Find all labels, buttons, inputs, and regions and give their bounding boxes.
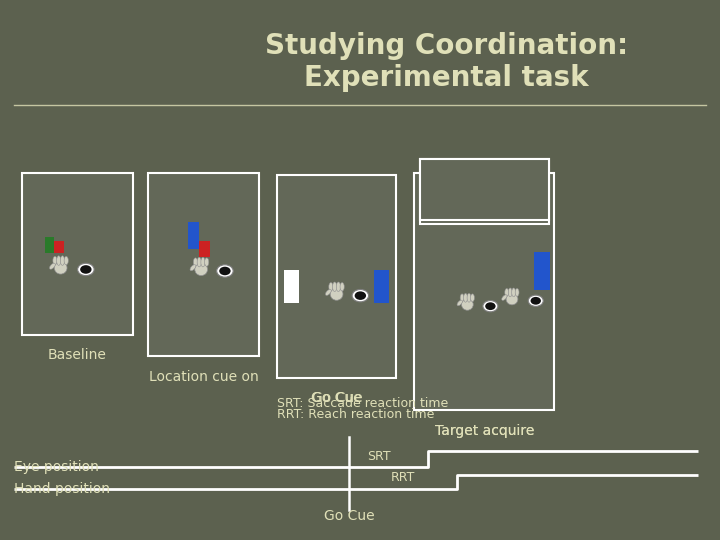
Ellipse shape [194, 258, 197, 266]
Bar [277, 176, 396, 378]
Bar [420, 159, 549, 220]
Ellipse shape [457, 300, 462, 306]
Text: Go Cue: Go Cue [324, 509, 374, 523]
Ellipse shape [78, 264, 94, 275]
Ellipse shape [64, 256, 68, 265]
Ellipse shape [464, 293, 467, 302]
Ellipse shape [201, 258, 205, 267]
Ellipse shape [471, 294, 474, 302]
Ellipse shape [340, 282, 344, 291]
Text: SRT: SRT [367, 450, 391, 463]
Ellipse shape [57, 256, 60, 265]
Bar [22, 173, 133, 335]
Ellipse shape [53, 256, 57, 265]
Ellipse shape [512, 288, 516, 297]
Bar [54, 241, 63, 253]
Ellipse shape [60, 256, 65, 265]
Bar [188, 222, 199, 249]
Ellipse shape [80, 265, 91, 274]
Ellipse shape [355, 292, 366, 300]
Ellipse shape [516, 288, 519, 296]
Ellipse shape [217, 265, 233, 277]
Bar [374, 270, 389, 302]
Text: Baseline: Baseline [48, 348, 107, 362]
Ellipse shape [219, 267, 230, 275]
Ellipse shape [352, 289, 369, 302]
Text: Go Cue: Go Cue [311, 392, 362, 406]
Ellipse shape [190, 265, 196, 271]
Ellipse shape [508, 288, 512, 297]
Text: RRT: RRT [391, 471, 415, 484]
Bar [284, 270, 299, 302]
Text: Target acquire: Target acquire [434, 424, 534, 438]
Ellipse shape [467, 293, 471, 302]
Ellipse shape [330, 288, 343, 300]
Ellipse shape [528, 295, 544, 306]
Bar [420, 159, 549, 224]
Ellipse shape [195, 263, 207, 275]
Ellipse shape [460, 294, 464, 302]
Bar [534, 252, 550, 290]
Ellipse shape [505, 288, 508, 296]
Bar [199, 241, 210, 258]
Ellipse shape [197, 258, 202, 267]
Bar [45, 237, 54, 253]
Ellipse shape [462, 299, 473, 310]
Text: Location cue on: Location cue on [148, 370, 258, 384]
Text: Go Cue: Go Cue [312, 392, 362, 406]
Ellipse shape [336, 282, 341, 292]
Ellipse shape [50, 263, 55, 269]
Bar [148, 173, 259, 356]
Text: Hand position: Hand position [14, 482, 110, 496]
Text: Eye position: Eye position [14, 460, 99, 474]
Text: Studying Coordination:: Studying Coordination: [265, 32, 628, 60]
Ellipse shape [54, 262, 67, 274]
Ellipse shape [502, 295, 507, 300]
Text: Target acquire: Target acquire [434, 424, 534, 438]
Ellipse shape [485, 302, 495, 310]
Ellipse shape [531, 297, 541, 305]
Text: Experimental task: Experimental task [304, 64, 589, 92]
Ellipse shape [329, 282, 333, 291]
Ellipse shape [325, 289, 331, 295]
Text: RRT: Reach reaction time: RRT: Reach reaction time [277, 408, 435, 421]
Ellipse shape [204, 258, 209, 266]
Ellipse shape [333, 282, 337, 292]
Ellipse shape [506, 293, 518, 305]
Ellipse shape [483, 301, 498, 312]
Text: SRT: Saccade reaction time: SRT: Saccade reaction time [277, 397, 449, 410]
Bar [414, 173, 554, 410]
